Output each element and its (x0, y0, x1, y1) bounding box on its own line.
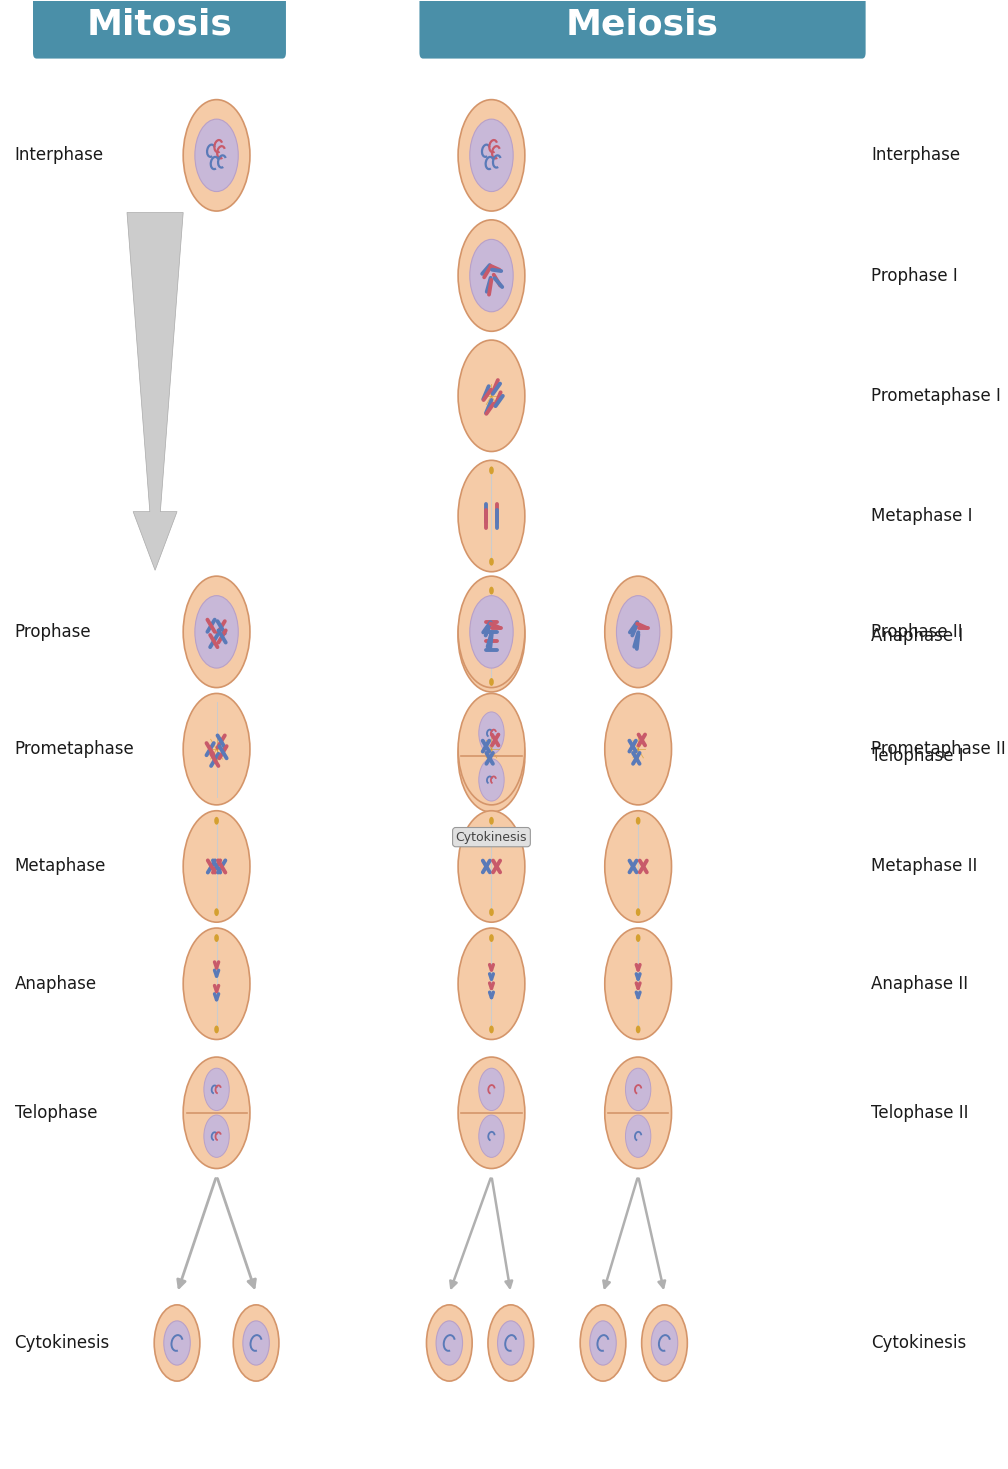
Circle shape (458, 100, 525, 212)
Circle shape (605, 811, 671, 923)
Circle shape (470, 239, 513, 311)
Text: Interphase: Interphase (871, 147, 960, 165)
Text: Interphase: Interphase (14, 147, 104, 165)
FancyBboxPatch shape (33, 0, 286, 59)
Circle shape (458, 1058, 525, 1168)
Text: Anaphase II: Anaphase II (871, 975, 968, 993)
Circle shape (215, 817, 219, 824)
Circle shape (488, 1304, 533, 1381)
Text: Cytokinesis: Cytokinesis (456, 830, 527, 843)
Circle shape (498, 1321, 524, 1365)
Text: Prophase: Prophase (14, 623, 91, 640)
Circle shape (183, 100, 250, 212)
Text: Prometaphase I: Prometaphase I (871, 386, 1001, 405)
Text: Cytokinesis: Cytokinesis (14, 1334, 110, 1351)
Circle shape (183, 1058, 250, 1168)
Circle shape (489, 817, 494, 824)
Circle shape (642, 1304, 687, 1381)
FancyBboxPatch shape (419, 0, 866, 59)
Text: Mitosis: Mitosis (87, 7, 233, 41)
Circle shape (581, 1304, 626, 1381)
Text: Metaphase: Metaphase (14, 858, 106, 876)
Circle shape (605, 576, 671, 687)
Text: Prophase II: Prophase II (871, 623, 963, 640)
Text: Anaphase: Anaphase (14, 975, 97, 993)
Circle shape (458, 220, 525, 332)
Circle shape (605, 928, 671, 1040)
Circle shape (458, 928, 525, 1040)
Circle shape (605, 1058, 671, 1168)
Text: Telophase II: Telophase II (871, 1103, 969, 1122)
Circle shape (183, 928, 250, 1040)
Circle shape (489, 908, 494, 917)
Circle shape (183, 693, 250, 805)
Text: Telophase I: Telophase I (871, 748, 964, 765)
Text: Metaphase II: Metaphase II (871, 858, 978, 876)
Circle shape (233, 1304, 279, 1381)
Circle shape (479, 758, 504, 801)
Circle shape (479, 712, 504, 754)
Text: Anaphase I: Anaphase I (871, 627, 963, 645)
Circle shape (479, 1115, 504, 1158)
Polygon shape (127, 213, 183, 570)
Text: Prometaphase II: Prometaphase II (871, 740, 1006, 758)
Circle shape (636, 934, 640, 942)
Circle shape (636, 817, 640, 824)
Circle shape (183, 576, 250, 687)
Circle shape (489, 467, 494, 474)
Circle shape (636, 908, 640, 917)
Text: Telophase: Telophase (14, 1103, 97, 1122)
Circle shape (489, 558, 494, 566)
Circle shape (215, 1025, 219, 1033)
Circle shape (651, 1321, 677, 1365)
Circle shape (243, 1321, 269, 1365)
Circle shape (154, 1304, 200, 1381)
Circle shape (195, 595, 238, 668)
Circle shape (215, 908, 219, 917)
Circle shape (183, 811, 250, 923)
Circle shape (458, 693, 525, 805)
Circle shape (470, 595, 513, 668)
Circle shape (164, 1321, 191, 1365)
Circle shape (605, 693, 671, 805)
Circle shape (489, 679, 494, 686)
Circle shape (625, 1115, 651, 1158)
Circle shape (195, 119, 238, 191)
Circle shape (489, 586, 494, 595)
Circle shape (215, 934, 219, 942)
Circle shape (458, 460, 525, 571)
Circle shape (458, 576, 525, 687)
Circle shape (458, 701, 525, 812)
Circle shape (489, 1025, 494, 1033)
Circle shape (458, 811, 525, 923)
Circle shape (470, 119, 513, 191)
Circle shape (625, 1068, 651, 1111)
Circle shape (458, 580, 525, 692)
Circle shape (590, 1321, 616, 1365)
Circle shape (617, 595, 660, 668)
Circle shape (458, 341, 525, 451)
Circle shape (204, 1068, 229, 1111)
Circle shape (636, 1025, 640, 1033)
Circle shape (436, 1321, 463, 1365)
Circle shape (489, 934, 494, 942)
Text: Meiosis: Meiosis (566, 7, 719, 41)
Circle shape (426, 1304, 472, 1381)
Text: Prometaphase: Prometaphase (14, 740, 134, 758)
Circle shape (479, 1068, 504, 1111)
Text: Metaphase I: Metaphase I (871, 507, 973, 524)
Circle shape (204, 1115, 229, 1158)
Text: Prophase I: Prophase I (871, 266, 958, 285)
Text: Cytokinesis: Cytokinesis (871, 1334, 966, 1351)
